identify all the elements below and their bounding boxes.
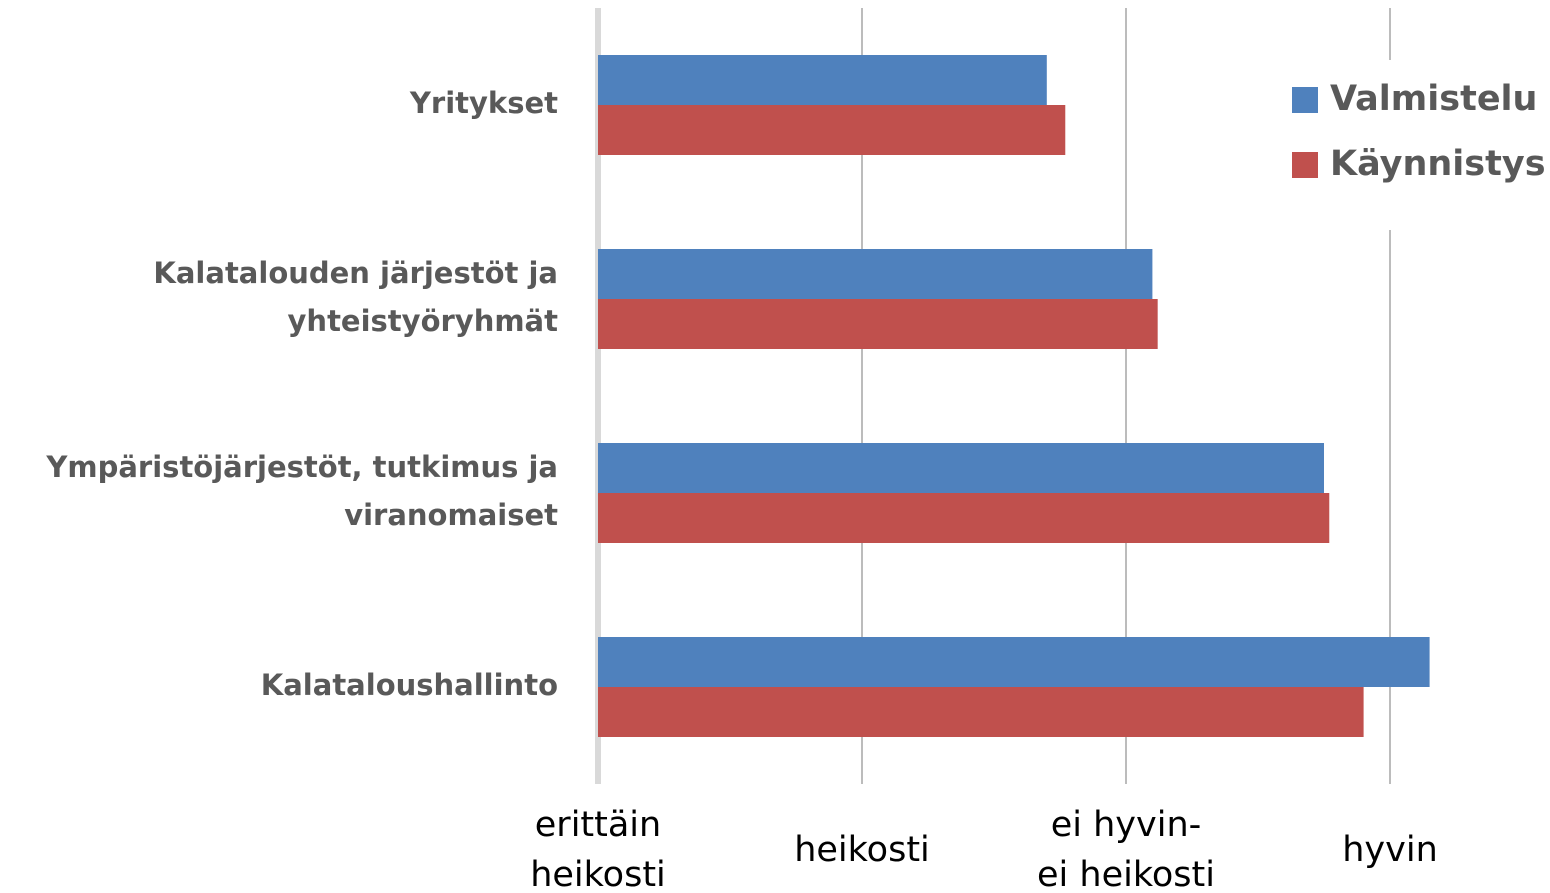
category-label: Kalatalouden järjestöt ja yhteistyöryhmät (153, 256, 558, 338)
bar (598, 443, 1324, 493)
legend-swatch (1292, 152, 1318, 178)
bar (598, 105, 1066, 155)
bar (598, 249, 1153, 299)
x-tick-label: heikosti (794, 830, 930, 870)
bar (598, 493, 1330, 543)
x-tick-label: ei hyvin-ei heikosti (1037, 805, 1215, 893)
bar (598, 687, 1364, 737)
category-label: Yritykset (409, 86, 558, 120)
bar (598, 299, 1158, 349)
legend-background (1286, 60, 1550, 230)
bar (598, 637, 1430, 687)
x-tick-label: hyvin (1342, 830, 1438, 870)
legend-label: Käynnistys (1330, 144, 1546, 184)
bar (598, 55, 1047, 105)
category-label: Kalataloushallinto (261, 668, 558, 702)
x-tick-label: erittäin heikosti (530, 805, 666, 893)
legend-label: Valmistelu (1330, 79, 1537, 119)
legend-swatch (1292, 87, 1318, 113)
category-label: Ympäristöjärjestöt, tutkimus ja viranomai… (45, 450, 558, 532)
